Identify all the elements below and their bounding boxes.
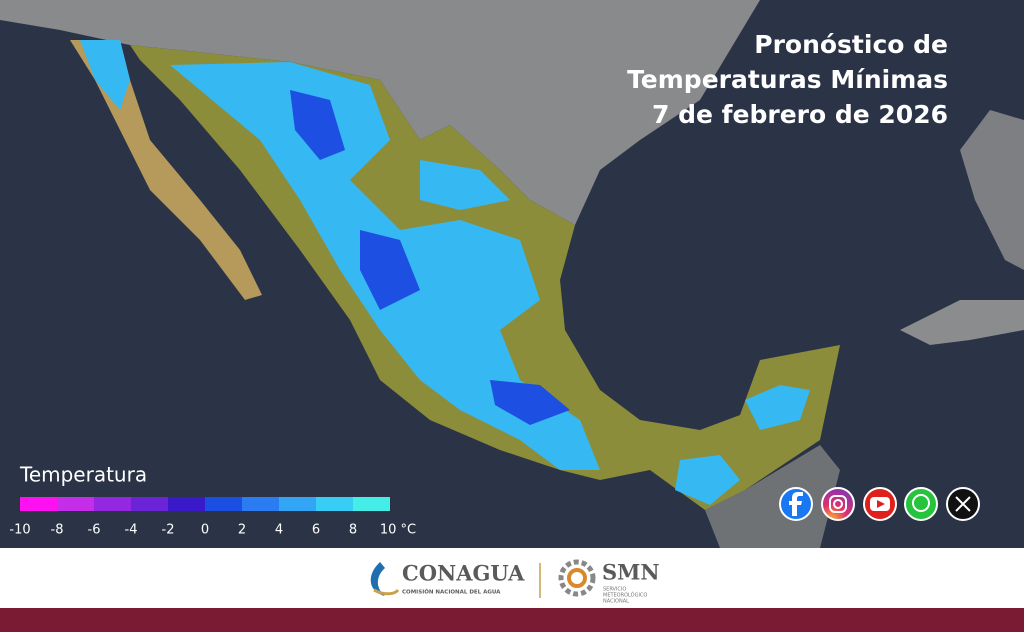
- legend-tick-label: 2: [238, 523, 246, 538]
- youtube-glyph: [877, 500, 885, 508]
- legend-tick-label: 0: [201, 523, 209, 538]
- footer-band: [0, 608, 1024, 632]
- cold-area: [360, 230, 420, 310]
- legend-tick-label: -6: [88, 523, 101, 538]
- title-line: Pronóstico de: [754, 30, 948, 59]
- smn-logo: [558, 559, 596, 597]
- smn-subtext: SERVICIO: [603, 587, 626, 593]
- smn-logo: [567, 568, 587, 588]
- legend-swatch: [316, 497, 353, 511]
- instagram-glyph: [829, 495, 847, 513]
- social-icons: [779, 487, 980, 521]
- legend-tick-label: -4: [125, 523, 138, 538]
- legend-swatch: [20, 497, 57, 511]
- legend-swatch: [131, 497, 168, 511]
- legend-swatch: [353, 497, 390, 511]
- cold-area: [675, 455, 740, 505]
- legend-swatch: [168, 497, 205, 511]
- legend-tick-label: 8: [349, 523, 357, 538]
- land-usa: [0, 0, 760, 225]
- conagua-text: CONAGUA: [402, 561, 525, 586]
- cold-area: [490, 380, 570, 425]
- title-line: Temperaturas Mínimas: [627, 65, 948, 94]
- conagua-subtext: COMISIÓN NACIONAL DEL AGUA: [402, 589, 501, 596]
- title-line: 7 de febrero de 2026: [652, 100, 948, 129]
- legend: -10 -8 -6 -4 -2 0 2 4 6 8 10 °C: [9, 497, 416, 538]
- x-glyph: [955, 496, 971, 512]
- cold-area: [290, 90, 345, 160]
- smn-text: SMN: [602, 560, 660, 585]
- legend-swatch: [57, 497, 94, 511]
- title: Pronóstico de Temperaturas Mínimas 7 de …: [627, 30, 948, 129]
- whatsapp-icon[interactable]: [904, 487, 938, 521]
- legend-swatch: [205, 497, 242, 511]
- smn-subtext: METEOROLÓGICO: [603, 592, 647, 599]
- conagua-logo: [373, 588, 400, 596]
- legend-tick-label: 10 °C: [380, 523, 416, 538]
- instagram-icon[interactable]: [821, 487, 855, 521]
- colder-areas: [290, 90, 570, 425]
- legend-tick-label: 6: [312, 523, 320, 538]
- legend-swatch: [279, 497, 316, 511]
- land-cuba: [900, 300, 1024, 345]
- whatsapp-glyph: [912, 494, 930, 512]
- facebook-glyph: [789, 492, 803, 516]
- cold-area: [80, 40, 130, 110]
- footer: [0, 548, 1024, 608]
- conagua-logo: [370, 562, 385, 596]
- smn-subtext: NACIONAL: [603, 599, 629, 605]
- cold-area: [745, 385, 810, 430]
- legend-tick-label: 4: [275, 523, 283, 538]
- legend-swatch: [242, 497, 279, 511]
- land-central-america: [705, 445, 840, 548]
- cold-area: [420, 160, 510, 210]
- instagram-glyph: [833, 499, 843, 509]
- legend-tick-label: -2: [162, 523, 175, 538]
- legend-swatch: [94, 497, 131, 511]
- legend-tick-label: -10: [9, 523, 30, 538]
- legend-tick-label: -8: [51, 523, 64, 538]
- legend-title: Temperatura: [19, 463, 147, 487]
